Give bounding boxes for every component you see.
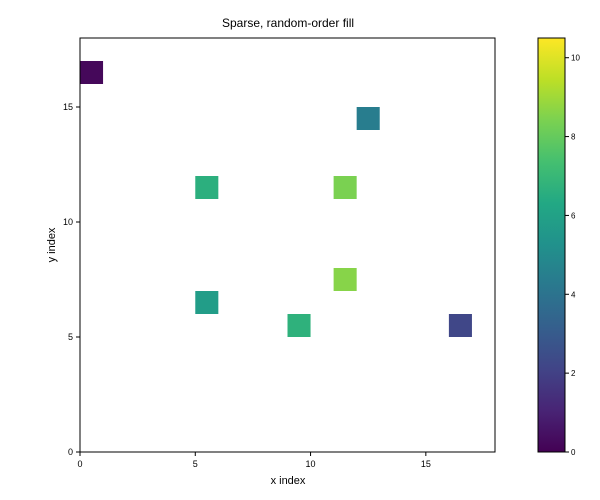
- colorbar-ticks: 0 2 4 6 8 10: [565, 54, 580, 457]
- y-tick-label: 15: [63, 102, 73, 112]
- colorbar-tick-label: 0: [571, 448, 576, 457]
- heatmap-cell-4: [333, 268, 357, 291]
- colorbar-tick-label: 8: [571, 133, 576, 142]
- cells-layer: [80, 61, 472, 337]
- y-tick-label: 10: [63, 217, 73, 227]
- colorbar-tick-label: 2: [571, 369, 576, 378]
- x-axis: 0 5 10 15: [77, 452, 431, 469]
- heatmap-cell-6: [287, 314, 311, 337]
- chart-title: Sparse, random-order fill: [222, 16, 354, 30]
- y-tick-label: 5: [68, 332, 73, 342]
- heatmap-cell-2: [195, 176, 219, 199]
- y-axis-label: y index: [46, 227, 58, 262]
- y-axis: 0 5 10 15: [63, 102, 80, 457]
- x-axis-label: x index: [271, 475, 306, 487]
- heatmap-cell-1: [356, 107, 380, 130]
- x-tick-label: 15: [421, 459, 431, 469]
- x-tick-label: 10: [306, 459, 316, 469]
- y-tick-label: 0: [68, 447, 73, 457]
- colorbar-tick-label: 4: [571, 290, 576, 299]
- heatmap-cell-3: [333, 176, 357, 199]
- heatmap-cell-0: [80, 61, 104, 84]
- x-tick-label: 5: [193, 459, 198, 469]
- heatmap-cell-7: [448, 314, 472, 337]
- colorbar: [537, 37, 566, 453]
- plot-area-frame: [79, 37, 496, 453]
- heatmap-cell-5: [195, 291, 219, 314]
- x-tick-label: 0: [77, 459, 82, 469]
- colorbar-tick-label: 6: [571, 211, 576, 220]
- colorbar-tick-label: 10: [571, 54, 580, 63]
